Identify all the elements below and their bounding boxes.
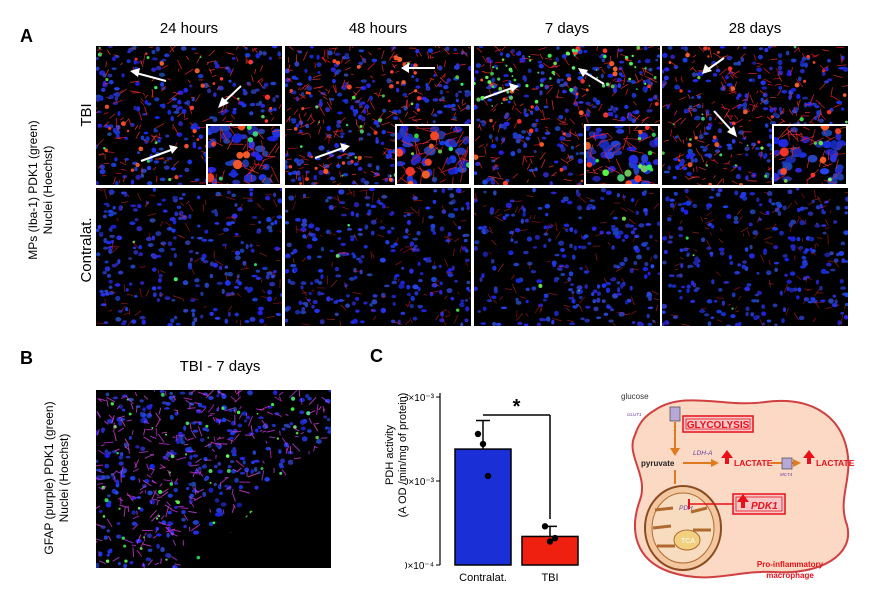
- inset-tbi-48h: [395, 124, 471, 185]
- data-point: [484, 472, 492, 480]
- column-header-28d: 28 days: [728, 20, 782, 37]
- panel-a-side-label-line1: MPs (Iba-1) PDK1 (green): [26, 120, 40, 260]
- inset-tbi-24h: [206, 124, 282, 185]
- mitochondrion: [644, 485, 722, 571]
- glut1-transporter: [669, 406, 681, 422]
- lactate-extracellular: LACTATE: [816, 458, 855, 468]
- data-point: [479, 440, 487, 448]
- significance-star: *: [513, 396, 521, 418]
- pdh-ylabel-line1: PDH activity: [384, 425, 396, 485]
- mct4-label: MCT4: [780, 472, 793, 477]
- micrograph-contralat-48h: [285, 188, 471, 326]
- data-point: [474, 430, 482, 438]
- inset-tbi-28d: [772, 124, 848, 185]
- diagram-caption-line1: Pro-inflammatory: [757, 560, 824, 569]
- column-header-48h: 48 hours: [348, 20, 408, 37]
- panel-b-side-label: GFAP (purple) PDK1 (green) Nuclei (Hoech…: [42, 368, 72, 588]
- panel-b-side-label-line2: Nuclei (Hoechst): [57, 433, 71, 523]
- panel-c-letter: C: [370, 346, 383, 366]
- pdh-bar-chart: 5.0×10⁻⁴ 1.0×10⁻³ 1.5×10⁻³ Contralat. TBI *: [405, 393, 579, 584]
- inset-tbi-7d: [584, 124, 660, 185]
- panel-a-side-label-line2: Nuclei (Hoechst): [41, 145, 55, 235]
- micrograph-contralat-24h: [96, 188, 282, 326]
- row-label-tbi: TBI: [78, 103, 95, 127]
- y-tick-label: 1.0×10⁻³: [405, 477, 435, 488]
- glucose-label: glucose: [621, 392, 649, 401]
- macrophage-diagram: glucose GLUT1 GLYCOLYSIS LDH-A pyruvate …: [621, 392, 855, 580]
- diagram-caption-line2: macrophage: [766, 571, 814, 580]
- panel-a-side-label: MPs (Iba-1) PDK1 (green) Nuclei (Hoechst…: [26, 50, 56, 330]
- y-tick-label: 1.5×10⁻³: [405, 393, 435, 404]
- panel-b-side-label-line1: GFAP (purple) PDK1 (green): [42, 401, 56, 555]
- arrows-tbi-48h: [314, 63, 435, 159]
- y-tick-label: 5.0×10⁻⁴: [405, 561, 434, 572]
- arrows-tbi-24h: [130, 68, 242, 162]
- micrograph-tbi-24h: [96, 46, 282, 185]
- tca-label: TCA: [681, 538, 695, 545]
- arrows-tbi-28d: [702, 57, 737, 137]
- glycolysis-label: GLYCOLYSIS: [687, 420, 750, 431]
- micrograph-contralat-28d: [662, 188, 848, 326]
- pdk1-label: PDK1: [751, 501, 778, 512]
- panel-b-title: TBI - 7 days: [179, 358, 261, 375]
- micrograph-tbi-48h: [285, 46, 471, 185]
- x-tick-label: Contralat.: [459, 572, 507, 584]
- column-header-24h: 24 hours: [159, 20, 219, 37]
- data-point: [541, 523, 549, 530]
- glut1-label: GLUT1: [627, 412, 642, 417]
- panel-a-letter: A: [20, 26, 33, 46]
- data-point: [546, 538, 554, 545]
- micrograph-tbi-28d: [662, 46, 848, 185]
- micrograph-contralat-7d: [474, 188, 660, 326]
- data-point: [551, 534, 559, 542]
- micrograph-gfap-tbi-7d: [96, 390, 331, 568]
- pdk1-up-arrow: [737, 494, 749, 508]
- column-header-7d: 7 days: [544, 20, 590, 37]
- lactate-up-arrow: [721, 450, 733, 464]
- arrows-tbi-7d: [483, 68, 605, 99]
- panel-b-letter: B: [20, 348, 33, 368]
- pdh-label: PDH: [679, 505, 693, 512]
- micrograph-tbi-7d: [474, 46, 660, 185]
- lactate-out-up-arrow: [803, 450, 815, 464]
- lactate-intracellular: LACTATE: [734, 458, 773, 468]
- x-tick-label: TBI: [541, 572, 558, 584]
- bar-0: [454, 448, 512, 566]
- mct4-transporter: [781, 457, 793, 470]
- row-label-contralat: Contralat.: [78, 217, 95, 283]
- ldha-label: LDH-A: [693, 450, 713, 457]
- pyruvate-label: pyruvate: [641, 459, 675, 468]
